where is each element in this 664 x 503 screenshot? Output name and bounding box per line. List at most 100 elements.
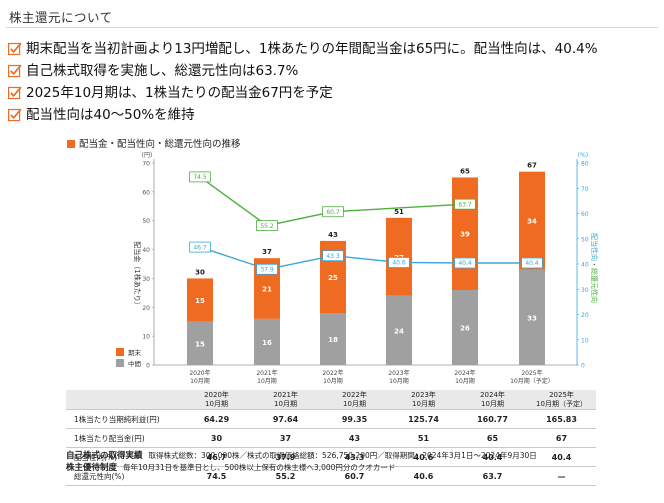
payout-ratio-point-box <box>454 257 476 269</box>
left-tick-label: 60 <box>142 189 150 196</box>
bar-year-end <box>519 171 545 270</box>
table-row: 総還元性向(%) 74.5 55.2 60.7 40.6 63.7 — <box>66 466 596 486</box>
table-cell: 160.77 <box>458 409 527 429</box>
table-cell: 43 <box>320 428 389 448</box>
checkbox-check-icon <box>8 86 22 100</box>
table-cell: 46.7 <box>182 447 251 467</box>
row-label: 1株当たり当期純利益(円) <box>66 409 182 429</box>
table-cell: 125.74 <box>389 409 458 429</box>
bar-interim-label: 15 <box>195 340 205 348</box>
bar-interim <box>386 295 412 365</box>
row-label: 配当性向(%) <box>66 447 182 467</box>
right-tick-label: 60 <box>581 211 589 218</box>
table-corner <box>66 390 182 410</box>
table-header-cell: 2024年 10月期 <box>458 390 527 410</box>
table-cell: 40.6 <box>389 466 458 486</box>
bar-interim <box>519 269 545 365</box>
payout-ratio-point-box <box>521 257 543 269</box>
table-cell: 37 <box>251 428 320 448</box>
right-tick-label: 70 <box>581 186 589 193</box>
right-axis-label-part: ・ <box>590 261 598 268</box>
bar-year-end-label: 39 <box>460 231 470 239</box>
key-point-text: 配当性向は40〜50%を維持 <box>26 107 195 123</box>
key-points-list: 期末配当を当初計画より13円増配し、1株あたりの年間配当金は65円に。配当性向は… <box>8 38 598 126</box>
table-header-cell: 2021年 10月期 <box>251 390 320 410</box>
bar-interim <box>187 321 213 365</box>
key-point: 自己株式取得を実施し、総還元性向は63.7% <box>8 60 598 82</box>
chart-heading-text: 配当金・配当性向・総還元性向の推移 <box>79 139 241 150</box>
payout-ratio-point-box <box>322 250 344 262</box>
bar-year-end-label: 25 <box>328 274 338 282</box>
table-cell: 63.7 <box>458 466 527 486</box>
total-return-ratio-line <box>199 176 466 227</box>
bar-year-end <box>187 278 213 322</box>
table-cell: 43.3 <box>320 447 389 467</box>
payout-ratio-point-label: 40.4 <box>525 260 539 267</box>
legend-interim-swatch <box>116 359 124 367</box>
key-point-text: 2025年10月期は、1株当たりの配当金67円を予定 <box>26 85 333 101</box>
bar-total-label: 67 <box>527 162 537 170</box>
right-axis-label: 配当性向・総還元性向 <box>590 233 599 303</box>
key-point: 配当性向は40〜50%を維持 <box>8 104 598 126</box>
x-tick-label: 2025年 <box>521 369 542 377</box>
table-cell: 99.35 <box>320 409 389 429</box>
left-axis-unit: (円) <box>142 152 153 159</box>
total-return-ratio-point-box <box>322 206 344 218</box>
payout-ratio-point-box <box>388 257 410 268</box>
table-cell: 67 <box>527 428 596 448</box>
table-header-cell: 2020年 10月期 <box>182 390 251 410</box>
bar-year-end <box>452 177 478 290</box>
table-cell: 65 <box>458 428 527 448</box>
table-header-cell: 2022年 10月期 <box>320 390 389 410</box>
table-header-cell: 2023年 10月期 <box>389 390 458 410</box>
x-tick-label: 10月期（予定） <box>510 377 554 385</box>
bar-interim <box>254 318 280 365</box>
x-tick-label: 2020年 <box>189 369 210 377</box>
x-tick-label: 2022年 <box>322 369 343 377</box>
table-cell: 165.83 <box>527 409 596 429</box>
bar-total-label: 37 <box>262 248 272 256</box>
bar-year-end-label: 15 <box>195 297 205 305</box>
right-tick-label: 80 <box>581 161 589 168</box>
table-cell: — <box>527 466 596 486</box>
payout-ratio-point-label: 40.6 <box>392 260 406 267</box>
table-cell: 30 <box>182 428 251 448</box>
x-tick-label: 10月期 <box>455 377 475 385</box>
total-return-ratio-point-label: 74.5 <box>193 174 207 181</box>
benefit-note: 株主優待制度 毎年10月31日を基準日とし、500株以上保有の株主様へ3,000円… <box>66 462 537 474</box>
total-return-ratio-point-label: 60.7 <box>326 209 340 216</box>
total-return-ratio-point-label: 63.7 <box>458 201 472 208</box>
right-tick-label: 50 <box>581 236 589 243</box>
table-cell: 51 <box>389 428 458 448</box>
dividend-chart: 0 10 20 30 40 50 60 70 0 10 20 30 40 50 60 70 80 (円) (%) 配当… <box>116 152 599 385</box>
bar-total-label: 51 <box>394 208 404 216</box>
bar-interim-label: 33 <box>527 314 537 322</box>
table-row: 1株当たり配当金(円) 30 37 43 51 65 67 <box>66 428 596 448</box>
bar-total-label: 43 <box>328 231 338 239</box>
key-point-text: 期末配当を当初計画より13円増配し、1株あたりの年間配当金は65円に。配当性向は… <box>26 41 598 57</box>
x-tick-label: 2021年 <box>256 369 277 377</box>
table-cell: 40.6 <box>389 447 458 467</box>
table-cell: 74.5 <box>182 466 251 486</box>
right-axis-label-part: 総還元性向 <box>590 268 599 303</box>
left-axis-label: 配当金（1株あたり） <box>133 241 142 308</box>
notes: 自己株式の取得実績 取得株式総数：300,000株／株式の取得価格総額：526,7… <box>66 450 537 474</box>
table-cell: 40.4 <box>458 447 527 467</box>
legend-year-end-label: 期末 <box>128 348 142 357</box>
benefit-title: 株主優待制度 <box>66 463 118 473</box>
key-point: 期末配当を当初計画より13円増配し、1株あたりの年間配当金は65円に。配当性向は… <box>8 38 598 60</box>
left-tick-label: 30 <box>142 276 150 283</box>
table-header-row: 2020年 10月期 2021年 10月期 2022年 10月期 2023年 10月期 … <box>66 390 596 410</box>
left-tick-label: 20 <box>142 305 150 312</box>
left-tick-label: 10 <box>142 334 150 341</box>
checkbox-check-icon <box>8 64 22 78</box>
x-tick-label: 2024年 <box>454 369 475 377</box>
buyback-title: 自己株式の取得実績 <box>66 451 143 461</box>
x-tick-label: 10月期 <box>323 377 343 385</box>
chart-heading: 配当金・配当性向・総還元性向の推移 <box>67 136 241 150</box>
bar-interim-label: 16 <box>262 339 272 347</box>
payout-ratio-point-label: 46.7 <box>193 244 207 251</box>
table-cell: 64.29 <box>182 409 251 429</box>
x-tick-label: 10月期 <box>389 377 409 385</box>
table-row: 1株当たり当期純利益(円) 64.29 97.64 99.35 125.74 1… <box>66 409 596 429</box>
